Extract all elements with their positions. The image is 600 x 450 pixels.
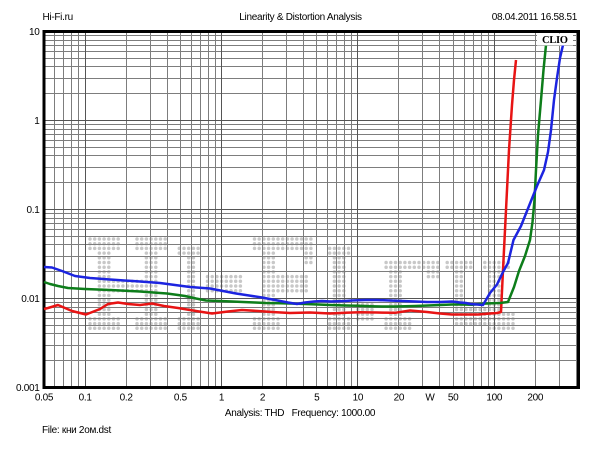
svg-text:50: 50 [448, 393, 459, 404]
svg-text:20: 20 [394, 393, 405, 404]
svg-text:1: 1 [219, 393, 225, 404]
svg-text:Hi-Fi.ru: Hi-Fi.ru [43, 12, 73, 23]
svg-text:10: 10 [29, 27, 40, 38]
svg-text:Linearity & Distortion Analysi: Linearity & Distortion Analysis [239, 12, 362, 23]
svg-text:W: W [425, 393, 435, 404]
svg-text:08.04.2011 16.58.51: 08.04.2011 16.58.51 [492, 12, 578, 23]
svg-text:0.2: 0.2 [120, 393, 134, 404]
svg-text:0.1: 0.1 [26, 205, 40, 216]
svg-text:0.01: 0.01 [21, 294, 40, 305]
svg-text:10: 10 [353, 393, 364, 404]
svg-text:2: 2 [260, 393, 266, 404]
svg-text:Analysis: THD Frequency: 100: Analysis: THD Frequency: 1000.00 [225, 408, 376, 419]
svg-text:0.05: 0.05 [35, 393, 54, 404]
svg-text:1: 1 [34, 116, 40, 127]
svg-text:0.1: 0.1 [79, 393, 93, 404]
svg-text:0.5: 0.5 [174, 393, 188, 404]
svg-text:100: 100 [486, 393, 503, 404]
svg-text:File: кни 2ом.dst: File: кни 2ом.dst [42, 425, 111, 436]
svg-text:200: 200 [527, 393, 544, 404]
svg-text:5: 5 [314, 393, 320, 404]
svg-text:0.001: 0.001 [16, 383, 40, 394]
